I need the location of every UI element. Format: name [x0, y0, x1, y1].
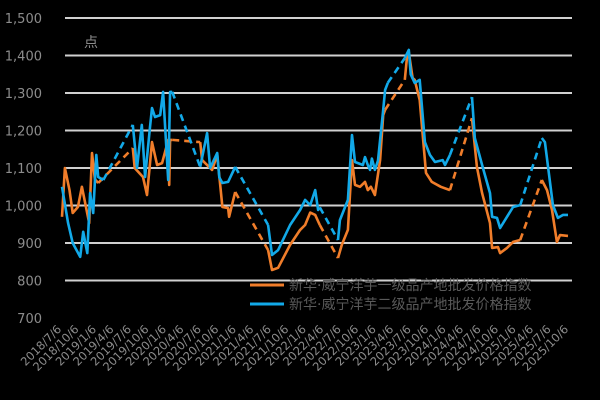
series-gap-dashed — [102, 124, 134, 181]
series-line-segment — [336, 82, 390, 241]
series-gap-dashed — [386, 57, 406, 84]
y-tick-label: 700 — [17, 312, 42, 327]
series-line-segment — [540, 137, 568, 220]
series-gap-dashed — [448, 96, 474, 156]
legend: 新华·威宁洋芋一级品产地批发价格指数 新华·威宁洋芋二级品产地批发价格指数 — [250, 277, 531, 313]
series-gap-dashed — [518, 179, 544, 241]
legend-label-grade2: 新华·威宁洋芋二级品产地批发价格指数 — [289, 296, 531, 313]
series-line-segment — [266, 211, 321, 272]
series-line-segment — [540, 179, 569, 244]
series-gap-dashed — [448, 117, 474, 191]
series-line-segment — [403, 50, 451, 192]
series-gap-dashed — [318, 206, 340, 241]
series-gap-dashed — [234, 191, 270, 251]
x-axis: 2018/7/62018/10/62019/1/62019/4/62019/7/… — [18, 322, 571, 374]
series-gap-dashed — [318, 224, 340, 259]
series-line-segment — [403, 48, 452, 167]
y-tick-label: 900 — [17, 237, 42, 252]
y-tick-label: 1,400 — [5, 50, 42, 65]
series-line-segment — [470, 97, 521, 230]
series-gap-dashed — [518, 137, 544, 206]
series-gap-dashed — [383, 79, 406, 111]
unit-label: 点 — [84, 35, 98, 51]
series-gap-dashed — [172, 138, 201, 144]
y-tick-label: 1,100 — [5, 162, 42, 177]
series-line-segment — [336, 109, 387, 259]
series-gap-dashed — [171, 91, 202, 168]
y-tick-label: 800 — [17, 275, 42, 290]
series-line-segment — [470, 117, 521, 255]
y-tick-label: 1,300 — [5, 87, 42, 102]
legend-label-grade1: 新华·威宁洋芋一级品产地批发价格指数 — [289, 277, 531, 294]
series-line-segment — [131, 90, 173, 182]
y-axis: 700 800 900 1,000 1,100 1,200 1,300 1,400 1,500 — [5, 12, 42, 327]
y-tick-label: 1,200 — [5, 125, 42, 140]
series-gap-dashed — [97, 147, 134, 184]
series-lines — [60, 48, 569, 272]
series-2 — [60, 48, 568, 259]
y-tick-label: 1,000 — [5, 200, 42, 215]
series-line-segment — [266, 188, 321, 257]
series-line-segment — [198, 131, 237, 185]
y-tick-label: 1,500 — [5, 12, 42, 27]
series-line-segment — [60, 151, 100, 225]
series-line-segment — [60, 153, 104, 259]
series-gap-dashed — [234, 166, 270, 226]
gridlines — [65, 17, 572, 282]
